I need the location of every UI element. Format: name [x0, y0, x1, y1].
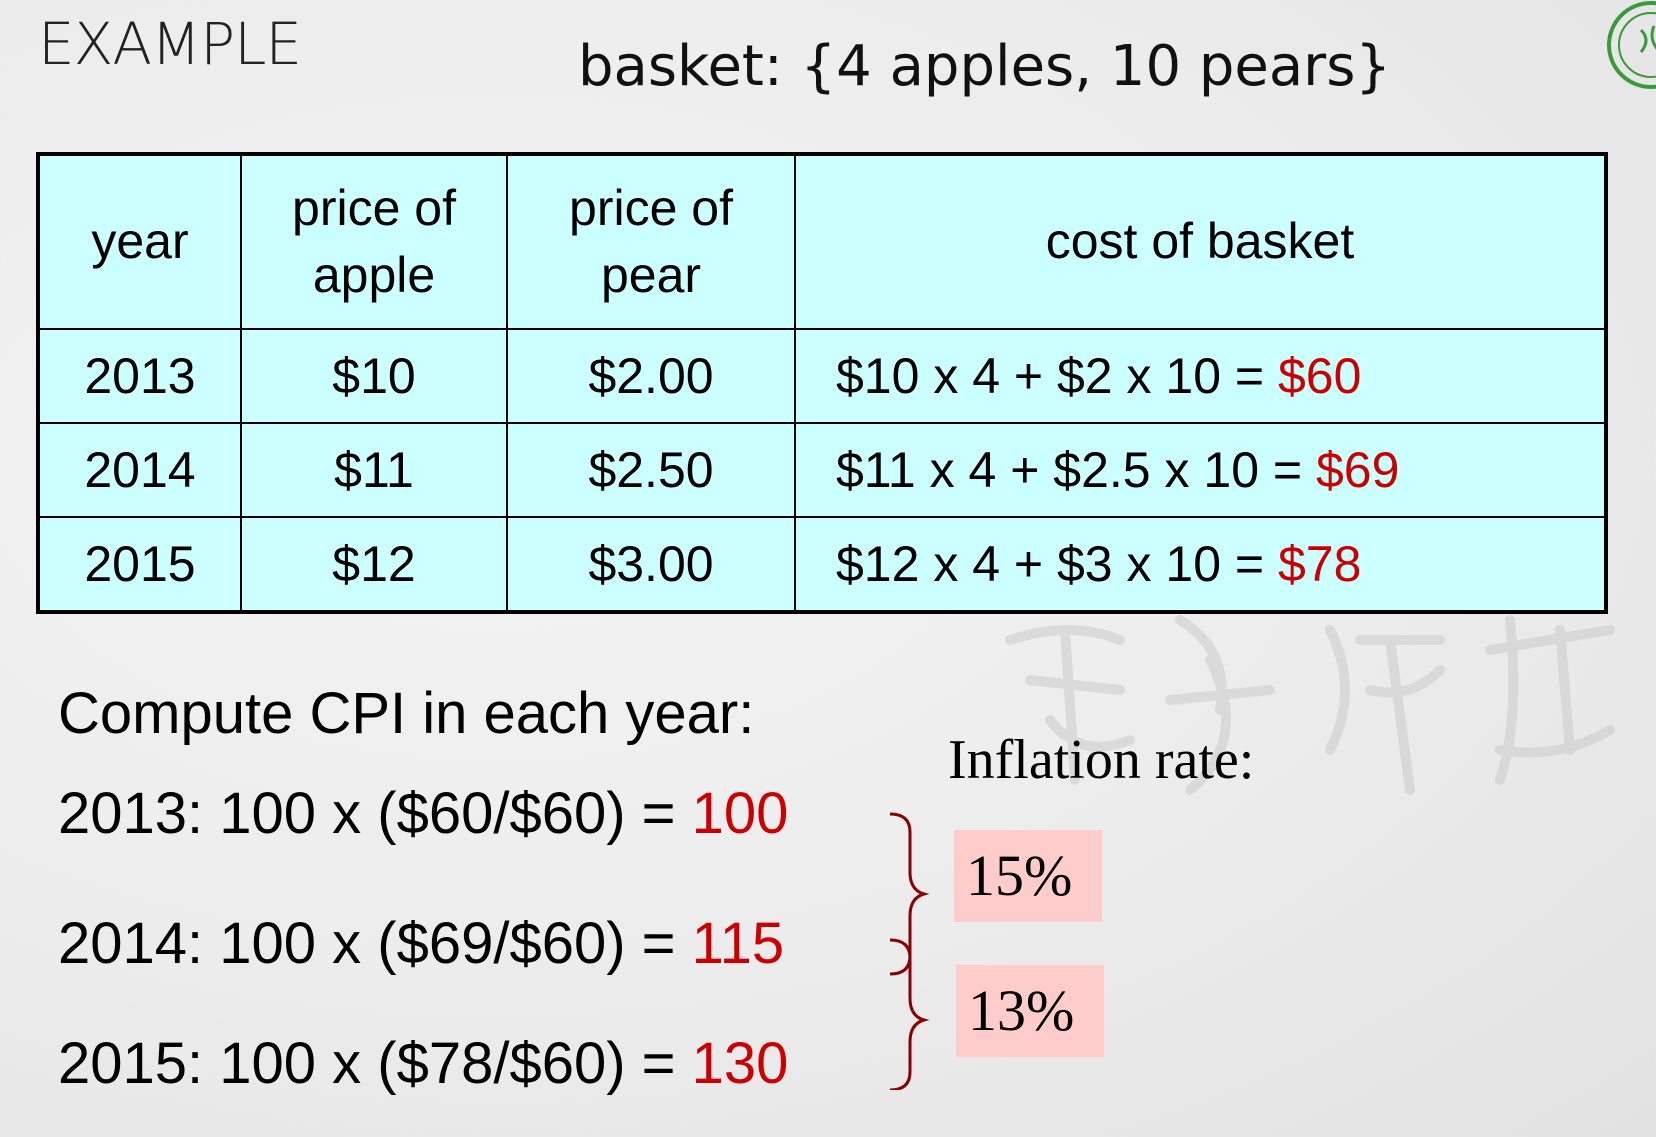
cost-total: $78	[1278, 536, 1362, 592]
cell-pear-price: $2.50	[506, 422, 796, 518]
cpi-value: 100	[691, 781, 789, 846]
cost-formula: $10 x 4 + $2 x 10 =	[836, 348, 1278, 404]
header-apple-line1: price of	[292, 179, 456, 236]
cell-year: 2015	[37, 516, 242, 613]
cell-cost: $11 x 4 + $2.5 x 10 = $69	[794, 422, 1607, 518]
table-row: 2014 $11 $2.50 $11 x 4 + $2.5 x 10 = $69	[37, 422, 1607, 518]
table-header-row: year price of apple price of pear cost o…	[37, 153, 1607, 330]
cpi-value: 115	[691, 911, 785, 976]
cost-total: $69	[1315, 442, 1400, 498]
cpi-expression: 2015: 100 x ($78/$60) =	[58, 1031, 692, 1096]
cell-cost: $10 x 4 + $2 x 10 = $60	[794, 328, 1607, 424]
basket-definition: basket: {4 apples, 10 pears}	[578, 34, 1392, 99]
inflation-rate-2014: 15%	[954, 830, 1102, 922]
curly-brace-icon	[889, 812, 930, 1090]
cpi-line-2014: 2014: 100 x ($69/$60) = 115	[58, 910, 784, 977]
header-pear-line1: price of	[569, 179, 733, 236]
header-apple-price: price of apple	[240, 153, 508, 330]
cell-apple-price: $12	[240, 516, 508, 613]
cpi-expression: 2014: 100 x ($69/$60) =	[58, 911, 692, 976]
inflation-rate-title: Inflation rate:	[948, 729, 1255, 791]
header-pear-line2: pear	[600, 247, 702, 303]
header-apple-line2: apple	[312, 247, 436, 303]
cost-formula: $12 x 4 + $3 x 10 =	[836, 536, 1278, 592]
cell-cost: $12 x 4 + $3 x 10 = $78	[794, 516, 1607, 613]
inflation-rate-2015: 13%	[956, 965, 1104, 1057]
slide-heading: EXAMPLE	[38, 10, 302, 78]
cell-pear-price: $3.00	[506, 516, 796, 613]
cpi-value: 130	[691, 1031, 789, 1096]
price-table: year price of apple price of pear cost o…	[36, 152, 1608, 614]
header-cost: cost of basket	[794, 153, 1607, 330]
cpi-line-2015: 2015: 100 x ($78/$60) = 130	[58, 1030, 788, 1097]
header-pear-price: price of pear	[506, 153, 796, 330]
cpi-line-2013: 2013: 100 x ($60/$60) = 100	[58, 780, 788, 847]
cost-formula: $11 x 4 + $2.5 x 10 =	[836, 442, 1316, 498]
table-row: 2013 $10 $2.00 $10 x 4 + $2 x 10 = $60	[37, 328, 1607, 424]
cell-year: 2013	[37, 328, 242, 424]
cpi-expression: 2013: 100 x ($60/$60) =	[58, 781, 692, 846]
cell-year: 2014	[37, 422, 242, 518]
cell-apple-price: $10	[240, 328, 508, 424]
cell-pear-price: $2.00	[506, 328, 796, 424]
header-year: year	[37, 153, 242, 330]
table-row: 2015 $12 $3.00 $12 x 4 + $3 x 10 = $78	[37, 516, 1607, 613]
calligraphy-watermark	[1005, 615, 1615, 795]
cell-apple-price: $11	[240, 422, 508, 518]
compute-cpi-title: Compute CPI in each year:	[58, 681, 755, 746]
cost-total: $60	[1278, 348, 1362, 404]
university-seal-icon	[1607, 1, 1656, 89]
